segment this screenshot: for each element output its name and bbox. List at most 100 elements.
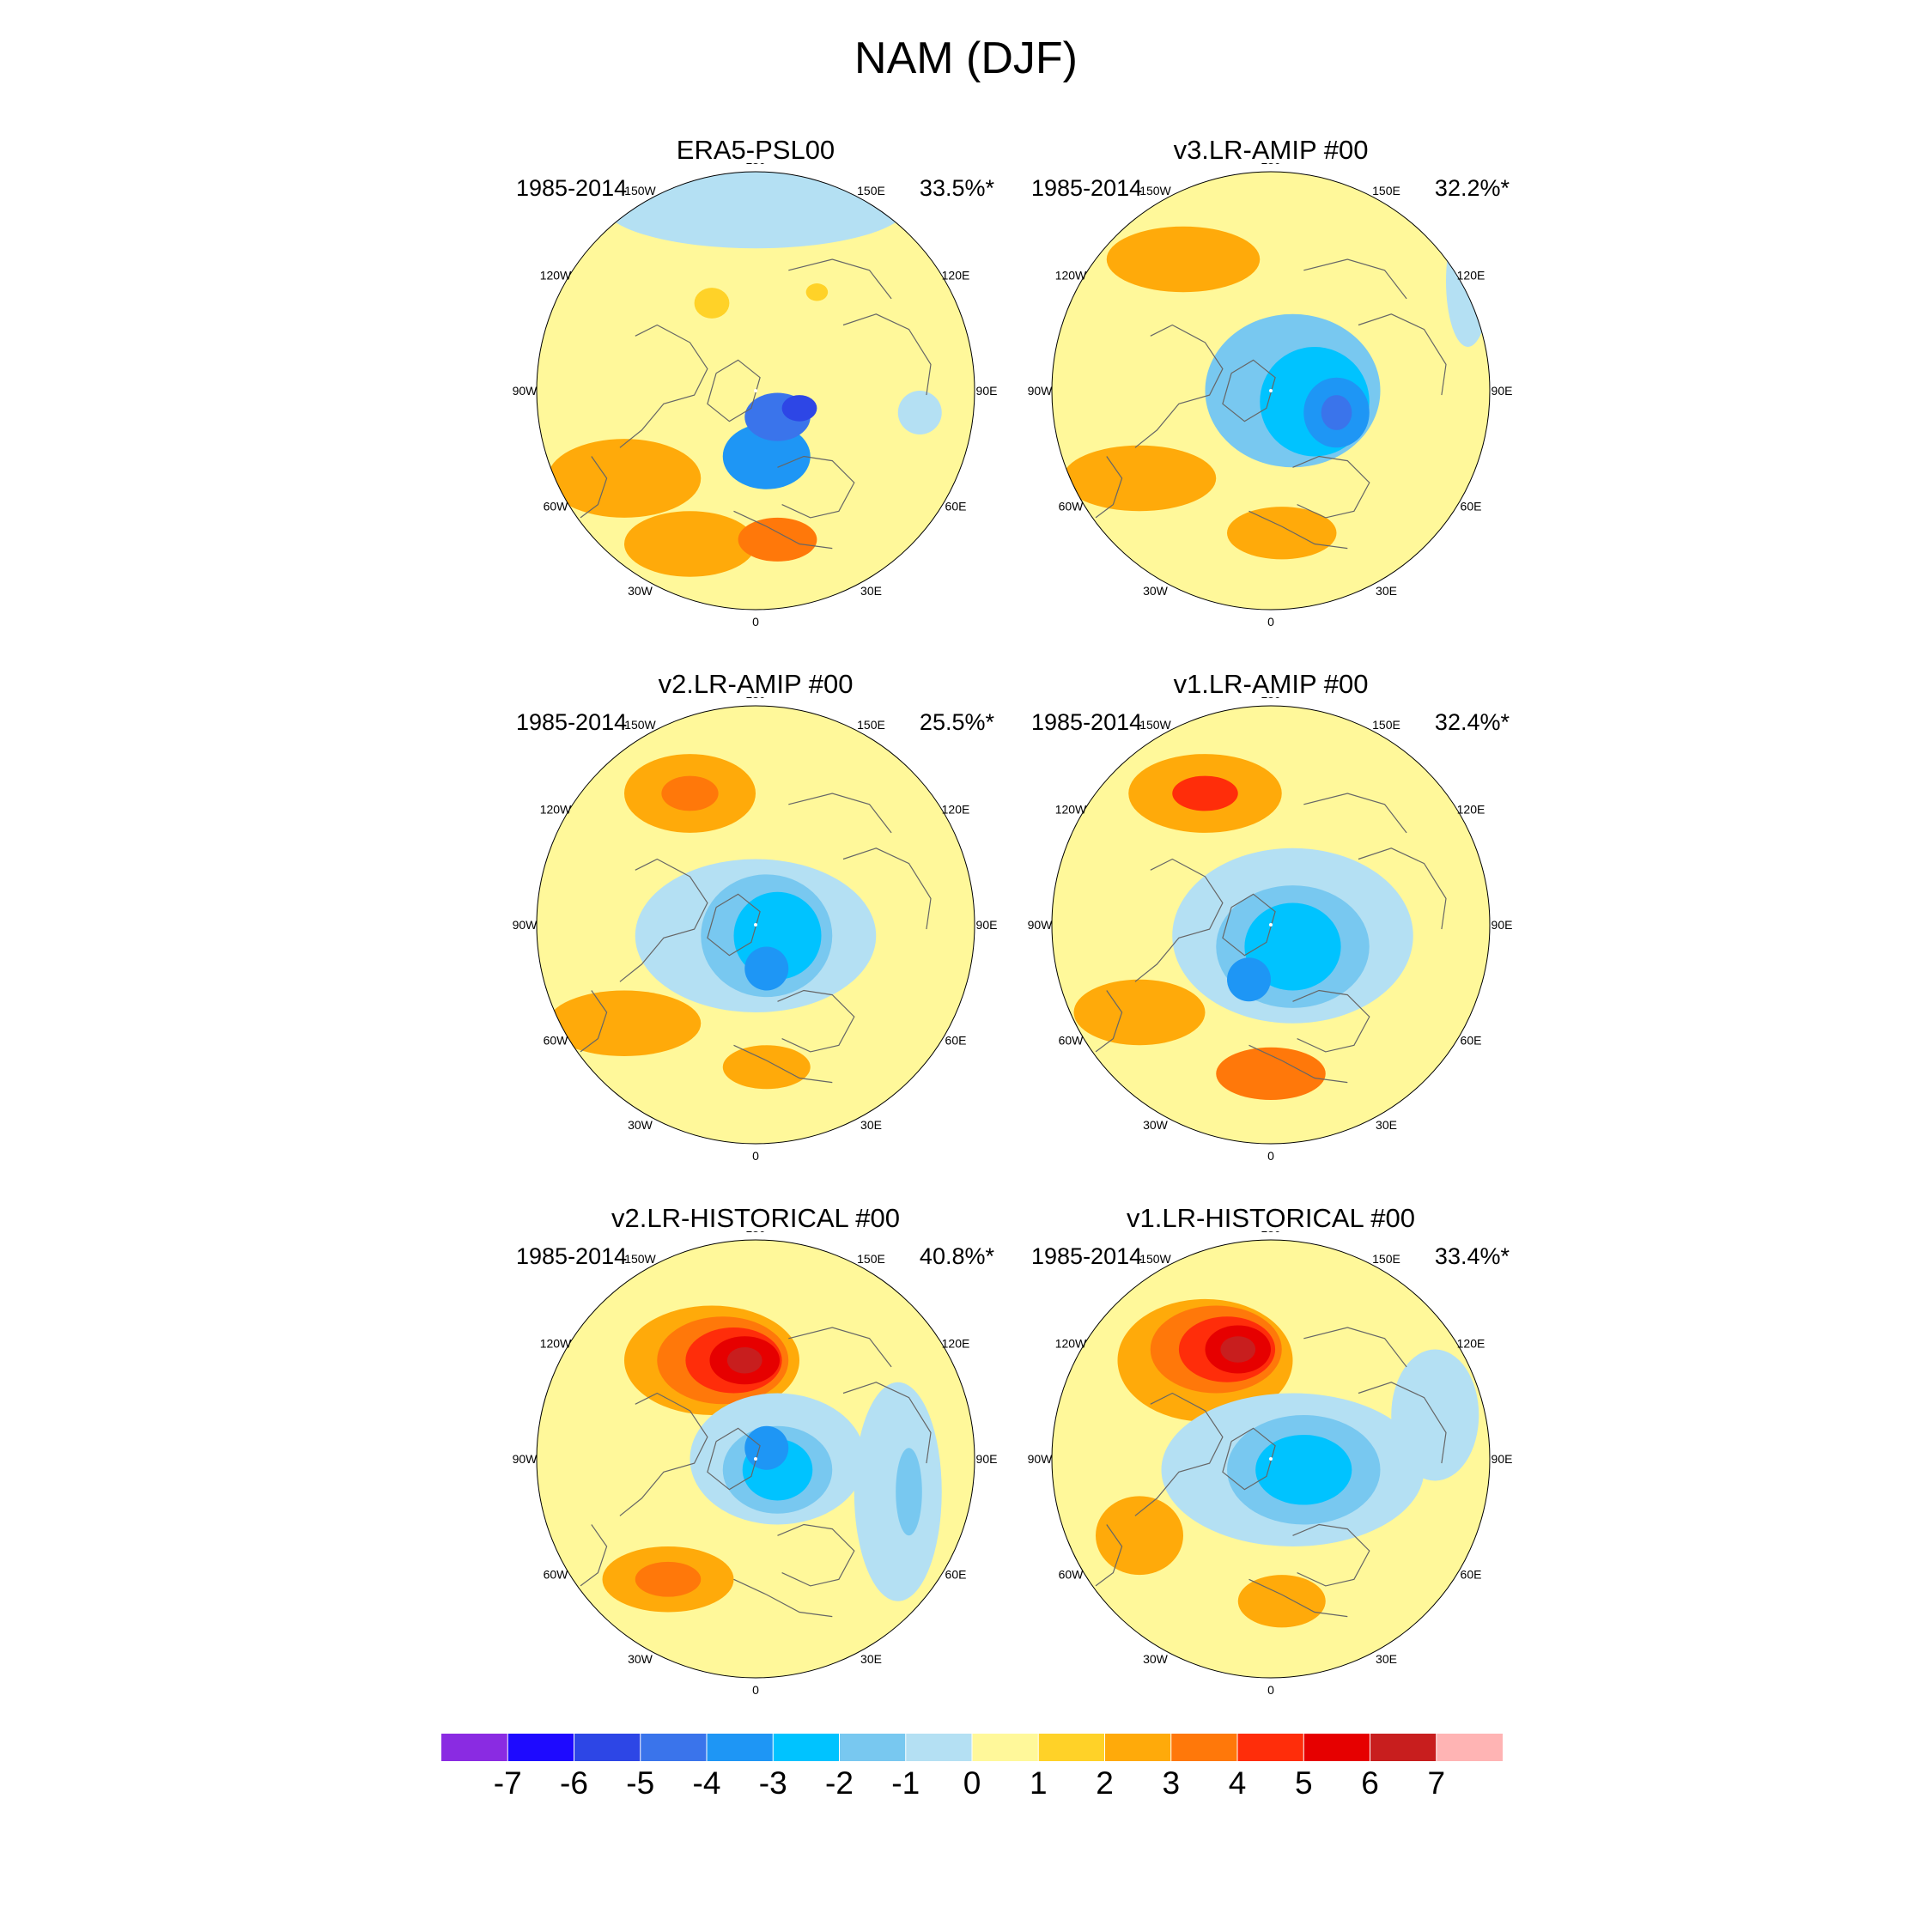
- anomaly-contour: [1227, 957, 1271, 1002]
- longitude-label: 120E: [1457, 269, 1485, 283]
- longitude-label: 90E: [1492, 384, 1513, 398]
- map-border: [1051, 705, 1491, 1145]
- longitude-label: 150E: [857, 184, 885, 197]
- coastline: [777, 455, 855, 519]
- coastline: [788, 258, 892, 300]
- map-panel-v1-historical: v1.LR-HISTORICAL #00 180 150E 120E 90E 60E 30…: [1013, 1203, 1528, 1747]
- longitude-label: 60W: [1059, 1034, 1084, 1048]
- longitude-label: 30W: [628, 1118, 653, 1132]
- anomaly-contour: [1096, 1496, 1183, 1576]
- anomaly-contour: [805, 283, 829, 301]
- longitude-label: 30W: [1143, 1652, 1169, 1666]
- anomaly-contour: [1106, 226, 1261, 293]
- colorbar-label: 6: [1361, 1765, 1379, 1801]
- longitude-label: 90W: [513, 384, 538, 398]
- north-pole-marker: [754, 389, 757, 392]
- coastline: [707, 893, 761, 957]
- longitude-label: 120E: [1457, 803, 1485, 817]
- longitude-label: 60E: [1461, 1568, 1482, 1582]
- coastline: [1249, 510, 1348, 550]
- colorbar-label: -7: [494, 1765, 522, 1801]
- panel-variance: 25.5%*: [919, 709, 994, 735]
- coastline: [1134, 1392, 1224, 1516]
- panel-period: 1985-2014: [516, 175, 628, 201]
- colorbar-swatch: [1436, 1734, 1503, 1761]
- colorbar-swatch: [773, 1734, 840, 1761]
- colorbar: -7 -6 -5 -4 -3 -2 -1 0 1 2 3 4 5 6 7: [441, 1734, 1503, 1801]
- anomaly-contour: [624, 511, 756, 577]
- anomaly-contour: [694, 288, 730, 319]
- longitude-label: 60W: [1059, 1568, 1084, 1582]
- coastline: [1222, 359, 1276, 422]
- longitude-label: 150E: [857, 1252, 885, 1266]
- colorbar-swatch: [1170, 1734, 1238, 1761]
- panel-variance: 32.4%*: [1434, 709, 1510, 735]
- coastline: [707, 1427, 761, 1491]
- anomaly-contour: [1216, 1047, 1326, 1100]
- colorbar-swatch: [574, 1734, 641, 1761]
- longitude-label: 120E: [942, 269, 970, 283]
- colorbar-label: -1: [891, 1765, 920, 1801]
- anomaly-contour: [1220, 1336, 1256, 1363]
- longitude-label: 60W: [1059, 500, 1084, 513]
- coastline: [1222, 1427, 1276, 1491]
- panel-title: v2.LR-HISTORICAL #00: [611, 1203, 900, 1233]
- longitude-label: 90W: [1028, 384, 1054, 398]
- coastline: [1134, 324, 1224, 448]
- panel-title: v1.LR-HISTORICAL #00: [1127, 1203, 1415, 1233]
- colorbar-swatch: [972, 1734, 1039, 1761]
- panel-variance: 33.4%*: [1434, 1243, 1510, 1269]
- longitude-label: 60E: [1461, 1034, 1482, 1048]
- panel-variance: 40.8%*: [919, 1243, 994, 1269]
- coastline: [1249, 1044, 1348, 1084]
- longitude-label: 0: [752, 615, 759, 629]
- colorbar-swatch: [1303, 1734, 1370, 1761]
- panel-period: 1985-2014: [516, 709, 628, 735]
- colorbar-label: -3: [759, 1765, 787, 1801]
- coastline: [619, 1392, 708, 1516]
- panel-period: 1985-2014: [1031, 1243, 1143, 1269]
- coastline: [619, 858, 708, 982]
- colorbar-swatch: [707, 1734, 774, 1761]
- longitude-label: 150W: [1139, 184, 1171, 197]
- colorbar-swatch: [1237, 1734, 1304, 1761]
- longitude-label: 150E: [857, 718, 885, 732]
- colorbar-swatch: [839, 1734, 907, 1761]
- anomaly-contour: [1172, 775, 1238, 811]
- longitude-label: 30E: [860, 1652, 882, 1666]
- colorbar-label: 5: [1295, 1765, 1313, 1801]
- longitude-label: 150W: [624, 718, 656, 732]
- longitude-label: 30W: [1143, 1118, 1169, 1132]
- coastline: [777, 989, 855, 1053]
- anomaly-contour: [781, 395, 817, 422]
- coastline: [1358, 313, 1447, 396]
- anomaly-contour: [744, 1425, 789, 1470]
- coastline: [1358, 1382, 1447, 1464]
- map-border: [1051, 171, 1491, 611]
- coastline: [1292, 455, 1370, 519]
- anomaly-contour: [1062, 445, 1217, 512]
- colorbar-swatch: [905, 1734, 973, 1761]
- polar-map: 180 150E 120E 90E 60E 30E 0 30W 60W 90W 120W 150W: [1028, 1231, 1513, 1697]
- longitude-label: 150E: [1372, 1252, 1400, 1266]
- longitude-label: 150W: [1139, 1252, 1171, 1266]
- longitude-label: 150W: [1139, 718, 1171, 732]
- figure-title: NAM (DJF): [854, 33, 1078, 83]
- coastline: [1134, 858, 1224, 982]
- colorbar-label: 3: [1162, 1765, 1180, 1801]
- longitude-label: 120W: [540, 269, 572, 283]
- map-border: [1051, 1239, 1491, 1679]
- map-panel-era5: ERA5-PSL00 180 150E 120E 90E 60E 30E 0 30W 60W 90…: [498, 135, 1013, 678]
- anomaly-contour: [661, 775, 719, 811]
- anomaly-contour: [726, 1346, 762, 1374]
- longitude-label: 120E: [942, 803, 970, 817]
- longitude-label: 150E: [1372, 718, 1400, 732]
- coastline: [1303, 793, 1407, 834]
- longitude-label: 90E: [976, 918, 998, 932]
- longitude-label: 30E: [860, 584, 882, 598]
- anomaly-contour: [547, 439, 702, 518]
- coastline: [1292, 1523, 1370, 1587]
- coastline: [580, 1524, 608, 1587]
- anomaly-contour: [896, 1448, 922, 1536]
- colorbar-swatch: [441, 1734, 508, 1761]
